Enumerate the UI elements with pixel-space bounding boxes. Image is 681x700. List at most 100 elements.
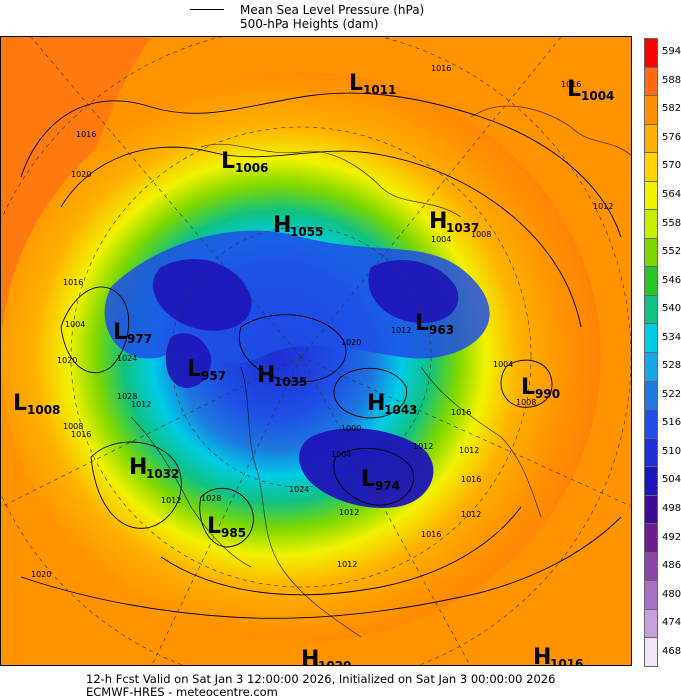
isobar-label: 1008 <box>63 422 83 431</box>
pressure-center-value: 1032 <box>146 467 179 481</box>
colorbar-tick: 546 <box>662 274 681 286</box>
colorbar-tick: 534 <box>662 331 681 343</box>
pressure-center-letter: H <box>273 213 291 238</box>
forecast-valid-text: 12-h Fcst Valid on Sat Jan 3 12:00:00 20… <box>86 672 556 686</box>
low-center-963: L 963 <box>415 311 454 337</box>
pressure-center-value: 1020 <box>318 659 351 666</box>
colorbar-swatch <box>644 152 658 182</box>
isobar-label: 1004 <box>331 450 351 459</box>
isobar-line-sample <box>190 9 224 10</box>
colorbar-tick: 474 <box>662 617 681 629</box>
colorbar-tick: 570 <box>662 160 681 172</box>
low-center-957: L 957 <box>187 357 226 383</box>
pressure-center-letter: L <box>521 375 535 400</box>
colorbar-swatch <box>644 95 658 125</box>
colorbar-swatch <box>644 266 658 296</box>
pressure-center-value: 1055 <box>290 225 323 239</box>
isobar-label: 1020 <box>341 338 361 347</box>
pressure-center-letter: L <box>113 320 127 345</box>
isobar-label: 1028 <box>201 494 221 503</box>
low-center-977: L 977 <box>113 320 152 346</box>
pressure-center-value: 1043 <box>384 403 417 417</box>
colorbar-tick: 576 <box>662 131 681 143</box>
isobars <box>20 92 622 619</box>
colorbar-swatch <box>644 209 658 239</box>
isobar-label: 1008 <box>516 398 536 407</box>
low-center-990: L 990 <box>521 375 560 401</box>
isobar-label: 1012 <box>459 446 479 455</box>
coastlines <box>130 105 631 638</box>
height-colorbar <box>644 38 658 667</box>
low-center-974: L 974 <box>361 467 400 493</box>
colorbar-swatch <box>644 580 658 610</box>
isobar-label: 1016 <box>451 408 471 417</box>
isobar-label: 1012 <box>131 400 151 409</box>
colorbar-swatch <box>644 608 658 639</box>
map-canvas: 1016101610201016100810041012101610041020… <box>1 37 631 666</box>
isobar-label: 1004 <box>431 235 451 244</box>
pressure-center-value: 1011 <box>363 83 396 97</box>
isobar-label: 1016 <box>76 130 96 139</box>
colorbar-tick: 552 <box>662 246 681 258</box>
isobar-label: 1004 <box>493 360 513 369</box>
colorbar-tick-labels: 594 588 582 576 570 564 558 552 546 540 534 528 522 5… <box>660 38 681 666</box>
trough-core-sw <box>165 333 212 388</box>
low-center-1006: L 1006 <box>221 149 268 175</box>
isobar-label: 1012 <box>461 510 481 519</box>
map-footer: 12-h Fcst Valid on Sat Jan 3 12:00:00 20… <box>86 673 555 699</box>
pressure-center-value: 977 <box>127 332 152 346</box>
colorbar-swatch <box>644 437 658 468</box>
isobar-label: 1016 <box>461 475 481 484</box>
colorbar-swatch <box>644 466 658 496</box>
pressure-center-letter: H <box>257 363 275 388</box>
colorbar-swatch <box>644 323 658 353</box>
low-center-1008: L 1008 <box>13 391 60 417</box>
colorbar-tick: 504 <box>662 474 681 486</box>
low-center-1004: L 1004 <box>567 77 614 103</box>
isobar-label: 1012 <box>413 442 433 451</box>
isobar-label: 1020 <box>31 570 51 579</box>
colorbar-tick: 558 <box>662 217 681 229</box>
weather-map: 1016 1016 1020 1016 1008 1004 1012 1016 1004 1020… <box>0 36 632 666</box>
colorbar-tick: 522 <box>662 388 681 400</box>
colorbar-tick: 528 <box>662 360 681 372</box>
colorbar-tick: 480 <box>662 588 681 600</box>
isobar-label: 1028 <box>117 392 137 401</box>
isobar-label: 1012 <box>339 508 359 517</box>
isobar-label: 1012 <box>391 326 411 335</box>
isobar-label: 1016 <box>71 430 91 439</box>
colorbar-tick: 582 <box>662 103 681 115</box>
colorbar-swatch <box>644 66 658 97</box>
isobar-label: 1008 <box>471 230 491 239</box>
mslp-legend-label: Mean Sea Level Pressure (hPa) <box>240 3 425 17</box>
isobar-label: 1016 <box>561 80 581 89</box>
lat-lon-grid <box>1 37 631 665</box>
colorbar-swatch <box>644 38 658 68</box>
colorbar-swatch <box>644 123 658 154</box>
colorbar-swatch <box>644 523 658 553</box>
colorbar-swatch <box>644 551 658 582</box>
pressure-center-value: 974 <box>375 479 400 493</box>
colorbar-swatch <box>644 180 658 211</box>
pressure-center-value: 1008 <box>27 403 60 417</box>
colorbar-swatch <box>644 409 658 439</box>
pressure-center-letter: H <box>129 455 147 480</box>
colorbar-tick: 594 <box>662 46 681 58</box>
colorbar-swatch <box>644 237 658 268</box>
pressure-center-letter: L <box>13 391 27 416</box>
colorbar-tick: 564 <box>662 189 681 200</box>
pressure-center-value: 963 <box>429 323 454 337</box>
pressure-center-value: 1037 <box>446 221 479 235</box>
colorbar-tick: 588 <box>662 74 681 86</box>
isobar-label: 1020 <box>57 356 77 365</box>
isobar-label: 1024 <box>117 354 137 363</box>
isobar-label: 1004 <box>65 320 85 329</box>
isobar-label: 1012 <box>337 560 357 569</box>
isobar-label: 1016 <box>421 530 441 539</box>
